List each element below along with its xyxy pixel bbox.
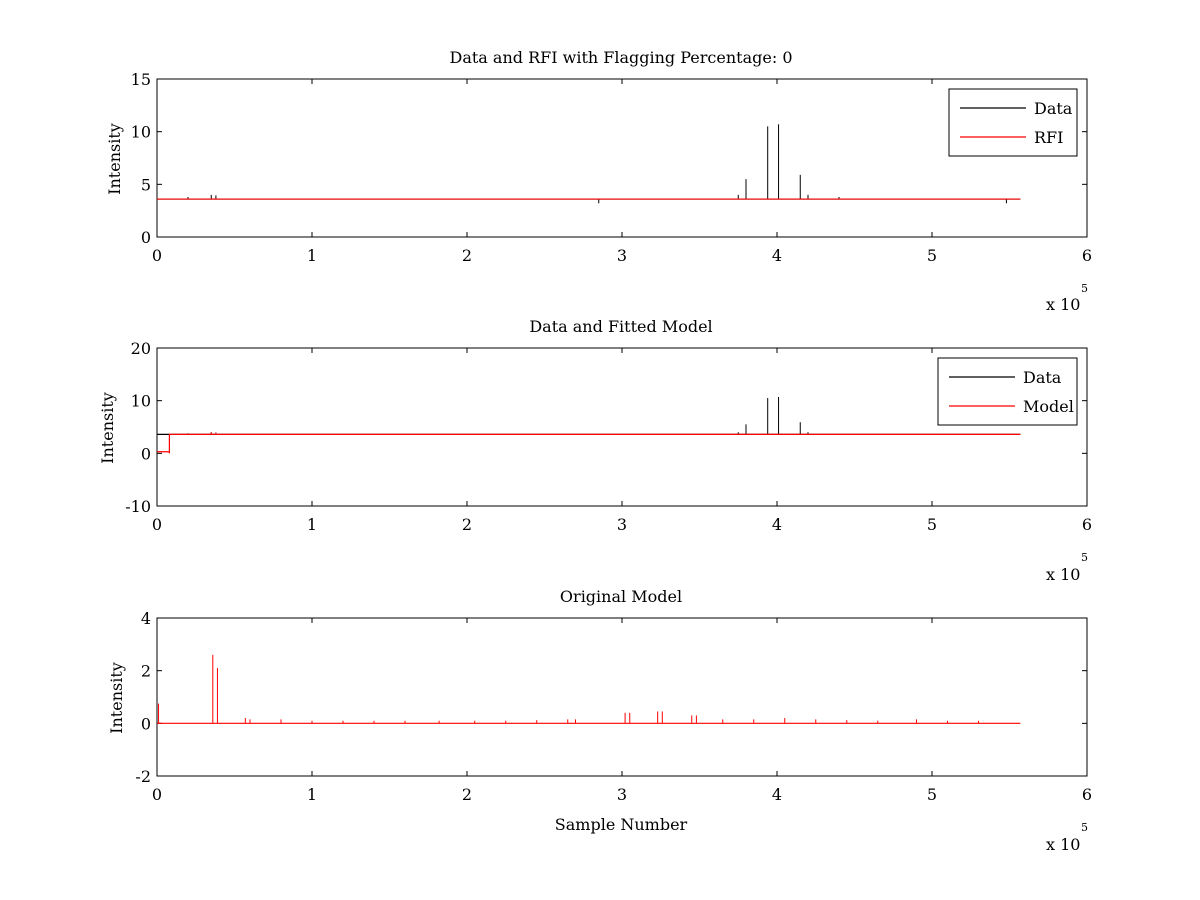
panel-3-ytick-label: -2 [135,767,151,786]
panel-1-xtick-label: 6 [1082,246,1092,265]
panel-1-ytick-label: 0 [141,228,151,247]
panel-2-x-multiplier: x 10 [1046,565,1080,584]
panel-2-ytick-label: 10 [131,392,151,411]
panel-3-axes-box [156,617,1088,777]
panel-2-ytick-label: 0 [141,444,151,463]
panel-1-xtick-label: 5 [927,246,937,265]
panel-2-xtick-label: 4 [772,515,782,534]
panel-1-ytick-label: 5 [141,175,151,194]
panel-3-ylabel: Intensity [107,662,126,734]
panel-2-xtick-label: 1 [307,515,317,534]
panel-3-ytick-label: 2 [141,662,151,681]
panel-1-legend-label-data: Data [1034,99,1073,118]
panel-1: Data and RFI with Flagging Percentage: 0… [105,48,1092,314]
panel-2-legend-label-data: Data [1023,368,1062,387]
panel-3-title: Original Model [560,587,682,606]
panel-3-xtick-label: 5 [927,785,937,804]
panel-2-ylabel: Intensity [98,392,117,464]
panel-1-ytick-label: 15 [131,70,151,89]
panel-2-series-model-line [157,433,1021,454]
panel-3-xtick-label: 1 [307,785,317,804]
panel-1-plot: 0 1 2 3 4 5 6 0 5 10 15 Data RFI [131,70,1092,265]
panel-2-axes-box [156,347,1088,507]
panel-1-ytick-label: 10 [131,123,151,142]
panel-2-title: Data and Fitted Model [529,317,712,336]
panel-1-x-multiplier-exponent: 5 [1081,282,1088,295]
panel-2-xtick-label: 5 [927,515,937,534]
panel-1-axes-box [156,78,1088,238]
panel-3-xtick-label: 4 [772,785,782,804]
panel-3-xlabel: Sample Number [555,815,688,834]
panel-2-x-multiplier-exponent: 5 [1081,551,1088,564]
panel-3-x-multiplier-exponent: 5 [1081,821,1088,834]
panel-2-legend-box [937,357,1078,426]
panel-2-xtick-label: 0 [152,515,162,534]
panel-1-xtick-label: 3 [617,246,627,265]
panel-2-ytick-label: 20 [131,339,151,358]
panel-2: Data and Fitted Model Intensity 0 1 2 3 4 5 6 -… [98,317,1092,584]
panel-1-xtick-label: 1 [307,246,317,265]
panel-3-ytick-label: 0 [141,714,151,733]
panel-2-ytick-label: -10 [125,497,151,516]
panel-2-xtick-label: 2 [462,515,472,534]
panel-2-legend-label-model: Model [1023,397,1074,416]
panel-1-xtick-label: 4 [772,246,782,265]
panel-1-xtick-label: 2 [462,246,472,265]
panel-3-xtick-label: 2 [462,785,472,804]
panel-1-title: Data and RFI with Flagging Percentage: 0 [449,48,792,67]
panel-2-xtick-label: 3 [617,515,627,534]
panel-3-xtick-label: 0 [152,785,162,804]
panel-1-ylabel: Intensity [105,123,124,195]
panel-1-legend-box [948,88,1078,157]
panel-1-xtick-label: 0 [152,246,162,265]
panel-3-x-multiplier: x 10 [1046,835,1080,854]
panel-3-ytick-label: 4 [141,609,151,628]
panel-1-x-multiplier: x 10 [1046,295,1080,314]
panel-3-xtick-label: 3 [617,785,627,804]
panel-2-xtick-label: 6 [1082,515,1092,534]
panel-1-legend-label-rfi: RFI [1034,128,1063,147]
panel-3-xtick-label: 6 [1082,785,1092,804]
